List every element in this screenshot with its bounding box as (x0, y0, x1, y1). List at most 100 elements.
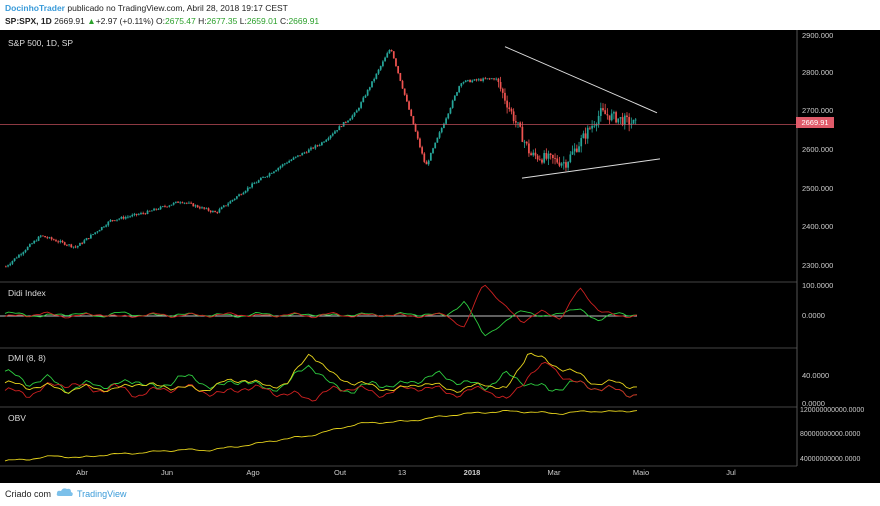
candle-body (231, 199, 234, 202)
tradingview-cloud-icon[interactable] (56, 486, 74, 500)
candle-body (22, 252, 25, 255)
candle-body (578, 146, 580, 152)
x-tick-label: 13 (397, 468, 407, 477)
candle-body (281, 164, 284, 167)
candle-body (26, 246, 29, 251)
candle-body (157, 209, 160, 211)
candle-body (586, 127, 589, 139)
open-label: O: (156, 16, 166, 26)
candle-body (201, 207, 203, 209)
candle-body (9, 263, 12, 266)
candle-body (159, 206, 162, 210)
candle-body (440, 128, 443, 133)
candle-body (349, 118, 352, 121)
candle-body (83, 240, 86, 244)
candle-body (318, 144, 321, 146)
candle-body (610, 113, 613, 121)
candle-body (50, 237, 53, 240)
didi-green-line (4, 300, 638, 337)
x-tick-label: Maio (632, 468, 650, 477)
candle-body (35, 240, 38, 242)
candle-body (608, 115, 611, 121)
candle-body (495, 78, 498, 80)
candle-body (5, 266, 7, 268)
candle-body (98, 229, 101, 232)
candle-body (312, 147, 315, 149)
author-link[interactable]: DocinhoTrader (5, 3, 65, 13)
candle-body (288, 160, 291, 163)
y-tick-label: 2600.000 (802, 145, 834, 154)
candle-body (410, 109, 413, 117)
close-value: 2669.91 (288, 16, 320, 26)
candle-body (262, 177, 264, 179)
candle-body (447, 113, 450, 119)
candle-body (155, 208, 158, 210)
candle-body (517, 122, 519, 124)
candle-body (412, 116, 415, 125)
candle-body (460, 83, 463, 87)
candle-body (192, 203, 195, 207)
chart-area[interactable]: S&P 500, 1D, SP Didi Index DMI (8, 8) OB… (0, 30, 880, 483)
candle-body (177, 201, 179, 203)
candle-body (508, 107, 511, 110)
candle-body (486, 78, 489, 80)
candle-body (595, 124, 598, 126)
candle-body (314, 145, 317, 149)
candle-body (74, 246, 77, 248)
candle-body (305, 152, 308, 154)
didi-y-tick-label: 0.0000 (802, 311, 825, 320)
candle-body (327, 138, 330, 140)
tradingview-link[interactable]: TradingView (77, 489, 127, 499)
obv-line (4, 409, 638, 462)
candle-body (174, 201, 177, 203)
dmi-plus-line (4, 364, 638, 398)
candle-body (623, 115, 626, 125)
candle-body (443, 123, 445, 129)
candle-body (87, 238, 90, 239)
candle-body (205, 208, 208, 210)
candle-body (109, 220, 112, 222)
candle-body (371, 81, 373, 88)
candle-body (538, 159, 541, 161)
candle-body (122, 216, 125, 219)
candle-body (480, 79, 482, 81)
chart-canvas[interactable] (0, 30, 880, 483)
candle-body (617, 118, 620, 123)
chart-header: DocinhoTrader publicado no TradingView.c… (0, 0, 880, 30)
candle-body (253, 183, 256, 185)
candle-body (543, 153, 546, 163)
candle-body (275, 170, 277, 172)
y-tick-label: 2300.000 (802, 261, 834, 270)
candle-body (96, 231, 99, 233)
candle-body (148, 210, 151, 212)
candle-body (270, 173, 273, 174)
lower-trendline (521, 158, 661, 179)
candle-body (164, 206, 166, 208)
candle-body (48, 237, 51, 239)
candle-body (325, 139, 328, 142)
candle-body (497, 78, 500, 82)
candle-body (85, 238, 88, 241)
candle-body (562, 162, 565, 164)
y-tick-label: 2500.000 (802, 184, 834, 193)
candle-body (597, 115, 600, 125)
candle-body (634, 119, 637, 121)
candle-body (556, 158, 559, 163)
candle-body (523, 141, 526, 143)
candle-body (212, 211, 214, 213)
candle-body (242, 192, 245, 195)
candle-body (362, 97, 365, 103)
candle-body (632, 119, 635, 124)
candle-body (127, 216, 129, 218)
candle-body (216, 212, 219, 213)
candle-body (137, 214, 140, 215)
obv-y-tick-label: 80000000000.0000 (800, 431, 861, 438)
candle-body (429, 152, 432, 161)
candle-body (471, 80, 474, 83)
candle-body (510, 109, 513, 112)
candle-body (214, 211, 216, 213)
didi-pane-title: Didi Index (8, 288, 46, 298)
candle-body (351, 115, 354, 119)
candle-body (469, 79, 471, 83)
candle-body (18, 254, 20, 258)
